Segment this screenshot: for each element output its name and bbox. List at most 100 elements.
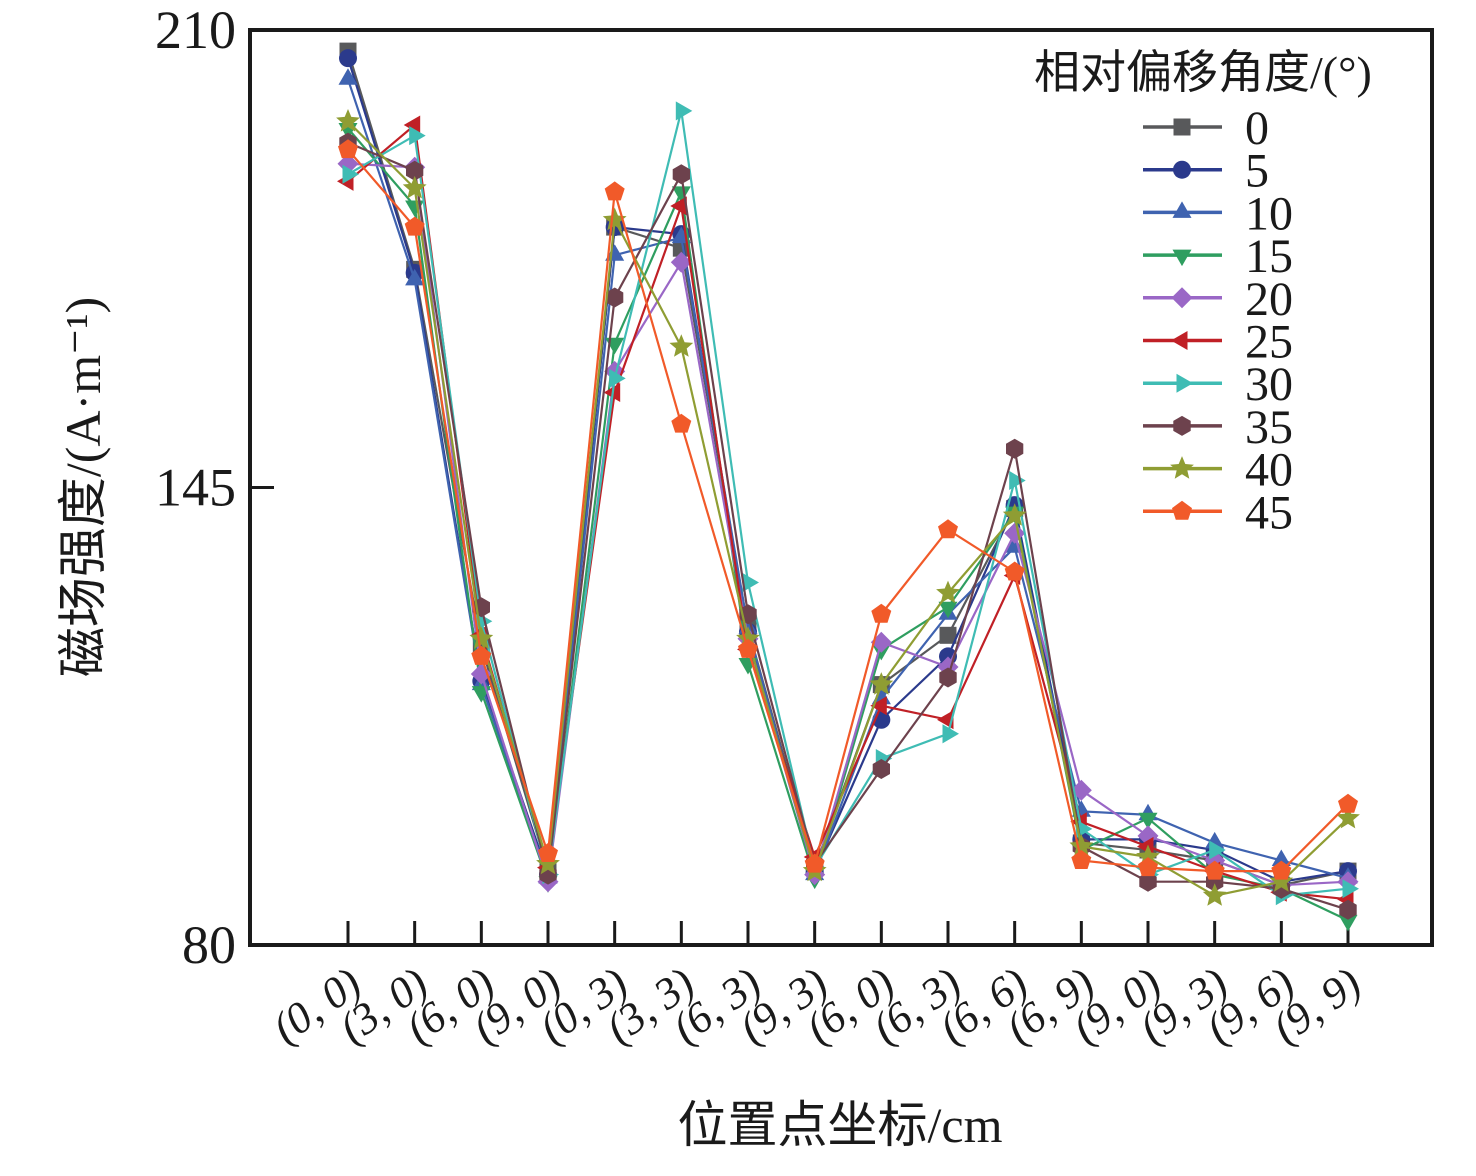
series-line <box>347 120 1349 897</box>
data-point-marker <box>405 268 425 286</box>
data-point-marker <box>338 139 358 159</box>
legend-title: 相对偏移角度/(°) <box>1034 47 1372 98</box>
series-line <box>347 141 1349 911</box>
legend-entry: 30 <box>1143 358 1293 411</box>
legend-marker <box>1176 373 1193 393</box>
legend-marker <box>1172 201 1192 218</box>
legend-marker <box>1173 160 1191 179</box>
series-40 <box>336 109 1360 906</box>
data-point-marker <box>1339 899 1357 920</box>
data-point-marker <box>538 843 558 862</box>
legend-label: 35 <box>1245 401 1293 454</box>
data-point-marker <box>671 413 692 433</box>
data-point-marker <box>675 101 693 121</box>
data-point-marker <box>406 160 424 181</box>
data-point-marker <box>1136 844 1160 868</box>
data-point-marker <box>403 115 421 135</box>
legend-label: 25 <box>1245 316 1293 369</box>
series-lines <box>336 42 1360 932</box>
legend-entry: 25 <box>1143 316 1293 369</box>
legend-label: 0 <box>1245 102 1269 155</box>
data-point-marker <box>1271 860 1292 880</box>
data-point-marker <box>606 287 624 308</box>
data-point-marker <box>672 239 690 257</box>
legend-marker <box>1173 415 1191 436</box>
data-point-marker <box>869 672 894 695</box>
data-point-marker <box>1138 857 1158 877</box>
data-point-marker <box>1069 834 1094 857</box>
legend-marker <box>1172 249 1192 267</box>
data-point-marker <box>938 519 958 539</box>
legend-entry: 20 <box>1143 273 1293 326</box>
data-point-marker <box>338 68 358 85</box>
x-ticks: (0, 0)(3, 0)(6, 0)(9, 0)(0, 3)(3, 3)(6, … <box>264 921 1370 1053</box>
y-tick-label: 80 <box>182 915 236 975</box>
data-point-marker <box>471 645 492 665</box>
series-line <box>347 127 1349 922</box>
data-point-marker <box>1209 840 1226 860</box>
legend-marker <box>1172 500 1192 520</box>
legend-entry: 45 <box>1143 486 1293 539</box>
series-line <box>347 148 1349 873</box>
data-point-marker <box>1338 793 1358 813</box>
data-point-marker <box>1071 850 1092 869</box>
legend-entry: 15 <box>1143 230 1293 283</box>
data-point-marker <box>402 175 427 199</box>
data-point-marker <box>1271 849 1291 866</box>
data-point-marker <box>1004 561 1025 581</box>
data-point-marker <box>738 638 758 658</box>
data-point-marker <box>1002 503 1027 526</box>
data-point-marker <box>670 196 687 216</box>
data-point-marker <box>669 334 694 357</box>
data-point-marker <box>939 626 957 644</box>
data-point-marker <box>469 626 494 649</box>
legend-label: 45 <box>1245 486 1293 539</box>
data-point-marker <box>939 667 957 688</box>
series-35 <box>339 132 1357 920</box>
data-point-marker <box>671 186 691 203</box>
data-point-marker <box>1338 914 1358 932</box>
data-point-marker <box>936 580 960 604</box>
legend-entry: 40 <box>1143 444 1293 497</box>
data-point-marker <box>672 164 690 185</box>
x-axis-label: 位置点坐标/cm <box>678 1097 1003 1153</box>
data-point-marker <box>1139 871 1157 892</box>
data-point-marker <box>1269 869 1294 892</box>
data-point-marker <box>602 207 627 231</box>
data-point-marker <box>1204 860 1225 880</box>
legend-entry: 0 <box>1143 102 1269 155</box>
series-15 <box>338 123 1358 932</box>
legend-entry: 10 <box>1143 187 1293 240</box>
data-point-marker <box>1006 438 1024 459</box>
data-point-marker <box>1202 883 1227 906</box>
data-point-marker <box>870 696 887 716</box>
data-point-marker <box>342 164 359 184</box>
legend-label: 40 <box>1245 444 1293 497</box>
data-point-marker <box>804 853 825 873</box>
data-point-marker <box>938 601 958 619</box>
data-point-marker <box>1009 470 1026 490</box>
data-point-marker <box>871 603 892 623</box>
data-point-marker <box>942 724 959 744</box>
legend-label: 10 <box>1245 187 1293 240</box>
series-45 <box>338 139 1358 880</box>
data-point-marker <box>609 368 626 388</box>
legend-marker <box>1171 331 1188 350</box>
data-point-marker <box>1138 812 1158 830</box>
y-tick-label: 145 <box>155 458 236 518</box>
data-point-marker <box>604 181 625 201</box>
legend-label: 5 <box>1245 145 1269 198</box>
y-tick-label: 210 <box>155 0 236 60</box>
legend-label: 15 <box>1245 230 1293 283</box>
data-point-marker <box>409 126 426 146</box>
data-point-marker <box>536 851 560 875</box>
legend-marker <box>1170 456 1194 479</box>
legend-entry: 5 <box>1143 145 1269 198</box>
data-point-marker <box>1336 805 1360 829</box>
data-point-marker <box>670 251 692 273</box>
data-point-marker <box>404 216 425 236</box>
series-30 <box>342 101 1359 906</box>
